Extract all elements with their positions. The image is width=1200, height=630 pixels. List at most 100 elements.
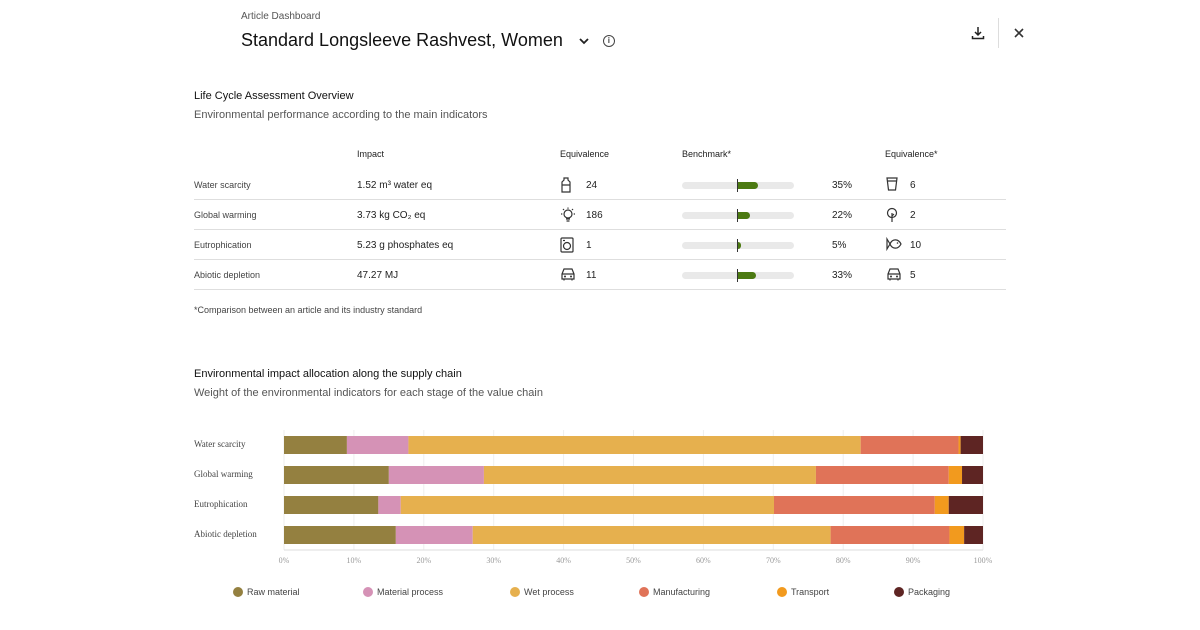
- legend-label: Manufacturing: [653, 587, 711, 597]
- page-title: Standard Longsleeve Rashvest, Women: [241, 30, 563, 50]
- impact-number: 5.23: [357, 240, 377, 251]
- footnote: *Comparison between an article and its i…: [194, 305, 423, 315]
- tick-label: 80%: [835, 556, 851, 565]
- bar-segment: [964, 526, 983, 544]
- equivalence-2-value: 5: [910, 270, 916, 281]
- tree-icon: [886, 207, 900, 223]
- info-icon[interactable]: i: [602, 34, 615, 47]
- tick-label: 50%: [626, 556, 641, 565]
- bar-segment: [472, 526, 831, 544]
- category-label: Abiotic depletion: [194, 529, 257, 539]
- equivalence-value: 186: [586, 210, 603, 221]
- lightbulb-icon: [560, 207, 575, 223]
- tick-label: 90%: [905, 556, 921, 565]
- chevron-down-icon[interactable]: [579, 33, 589, 48]
- impact-number: 1.52: [357, 180, 377, 191]
- equivalence-2-value: 10: [910, 240, 922, 251]
- supply-subtitle: Weight of the environmental indicators f…: [194, 387, 543, 399]
- equivalence-2-value: 6: [910, 180, 916, 191]
- close-icon[interactable]: [1007, 21, 1031, 45]
- tick-label: 30%: [486, 556, 502, 565]
- bar-segment: [400, 496, 774, 514]
- benchmark-percent: 35%: [832, 180, 853, 191]
- impact-value: 3.73 kg CO₂ eq: [357, 210, 425, 221]
- table-row: Water scarcity 1.52 m³ water eq 24 35% 6: [194, 170, 1006, 200]
- tick-label: 60%: [696, 556, 711, 565]
- download-icon[interactable]: [966, 21, 990, 45]
- indicator-name: Global warming: [194, 210, 257, 220]
- article-title-selector[interactable]: Standard Longsleeve Rashvest, Women i: [241, 30, 615, 51]
- indicator-name: Abiotic depletion: [194, 270, 261, 280]
- toolbar: [966, 18, 1031, 48]
- column-header-equivalence: Equivalence: [560, 149, 610, 159]
- column-header-equivalence-2: Equivalence*: [885, 149, 938, 159]
- bar-segment: [483, 466, 816, 484]
- lca-title: Life Cycle Assessment Overview: [194, 90, 354, 102]
- bottle-icon: [560, 177, 574, 193]
- bar-segment: [949, 526, 965, 544]
- benchmark-percent: 5%: [832, 240, 847, 251]
- washing-machine-icon: [560, 237, 574, 253]
- benchmark-bar: [682, 179, 794, 192]
- tick-label: 40%: [556, 556, 571, 565]
- car-icon: [886, 267, 901, 283]
- legend-swatch: [777, 587, 787, 597]
- fish-icon: [886, 236, 902, 253]
- column-header-impact: Impact: [357, 149, 385, 159]
- equivalence-value: 11: [586, 270, 597, 281]
- equivalence-value: 24: [586, 180, 598, 191]
- legend-label: Packaging: [908, 587, 951, 597]
- impact-number: 47.27: [357, 270, 383, 281]
- bar-segment: [860, 436, 959, 454]
- legend-item: Wet process: [510, 587, 639, 597]
- benchmark-bar: [682, 239, 794, 252]
- impact-unit: g phosphates eq: [379, 240, 454, 251]
- chart-legend: Raw material Material process Wet process M…: [233, 587, 964, 597]
- bar-segment: [948, 496, 983, 514]
- impact-number: 3.73: [357, 210, 377, 221]
- category-label: Global warming: [194, 469, 253, 479]
- table-row: Eutrophication 5.23 g phosphates eq 1 5% 10: [194, 230, 1006, 260]
- legend-swatch: [639, 587, 649, 597]
- bar-segment: [284, 436, 347, 454]
- bar-segment: [408, 436, 861, 454]
- category-label: Water scarcity: [194, 439, 246, 449]
- benchmark-bar: [682, 269, 794, 282]
- impact-value: 1.52 m³ water eq: [357, 180, 432, 191]
- legend-label: Transport: [791, 587, 830, 597]
- equivalence-value: 1: [586, 240, 592, 251]
- breadcrumb: Article Dashboard: [241, 11, 321, 22]
- benchmark-percent: 33%: [832, 270, 853, 281]
- legend-item: Material process: [363, 587, 510, 597]
- lca-subtitle: Environmental performance according to t…: [194, 109, 488, 121]
- bar-segment: [284, 496, 379, 514]
- bar-segment: [388, 466, 484, 484]
- tick-label: 100%: [973, 556, 993, 565]
- car-icon: [560, 267, 575, 283]
- supply-title: Environmental impact allocation along th…: [194, 368, 462, 380]
- toolbar-divider: [998, 18, 999, 48]
- impact-unit: m³ water eq: [379, 180, 433, 191]
- table-row: Global warming 3.73 kg CO₂ eq 186 22% 2: [194, 200, 1006, 230]
- legend-item: Raw material: [233, 587, 363, 597]
- legend-label: Raw material: [247, 587, 300, 597]
- tick-label: 70%: [765, 556, 781, 565]
- bar-segment: [284, 466, 389, 484]
- table-row: Abiotic depletion 47.27 MJ 11 33% 5: [194, 260, 1006, 290]
- bar-segment: [815, 466, 949, 484]
- bar-segment: [948, 466, 963, 484]
- bar-segment: [830, 526, 950, 544]
- bar-segment: [773, 496, 935, 514]
- indicator-name: Eutrophication: [194, 240, 252, 250]
- category-label: Eutrophication: [194, 499, 248, 509]
- impact-unit: MJ: [384, 270, 399, 281]
- legend-item: Packaging: [894, 587, 964, 597]
- impact-value: 47.27 MJ: [357, 270, 398, 281]
- indicator-name: Water scarcity: [194, 180, 251, 190]
- legend-item: Transport: [777, 587, 894, 597]
- benchmark-bar: [682, 209, 794, 222]
- cup-icon: [886, 177, 900, 193]
- bar-segment: [395, 526, 473, 544]
- impact-value: 5.23 g phosphates eq: [357, 240, 453, 251]
